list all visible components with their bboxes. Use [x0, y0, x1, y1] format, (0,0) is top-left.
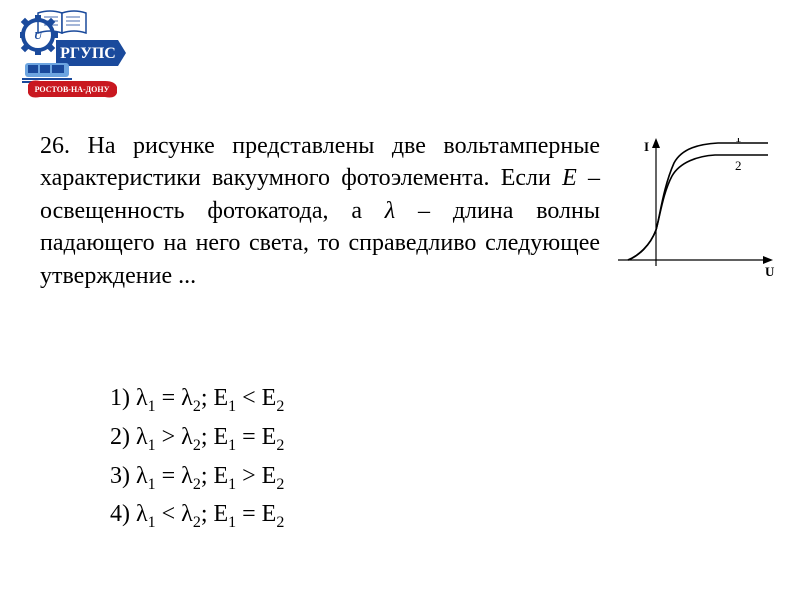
answer-option-2: 2) λ1 > λ2; E1 = E2: [110, 419, 610, 458]
svg-text:РГУПС: РГУПС: [60, 45, 116, 62]
answer-option-4: 4) λ1 < λ2; E1 = E2: [110, 496, 610, 535]
problem-text: 26. На рисунке представлены две вольтамп…: [40, 130, 600, 292]
curve-2: [628, 155, 768, 260]
problem-variable-e: E: [562, 165, 577, 191]
svg-text:U: U: [34, 30, 43, 42]
svg-text:РОСТОВ-НА-ДОНУ: РОСТОВ-НА-ДОНУ: [35, 85, 110, 94]
problem-variable-lambda: λ: [385, 198, 395, 224]
y-axis-arrow: [652, 138, 660, 148]
answer-option-3: 3) λ1 = λ2; E1 > E2: [110, 458, 610, 497]
problem-statement: 26. На рисунке представлены две вольтамп…: [40, 130, 600, 292]
problem-text-part1: На рисунке представлены две вольтамперны…: [40, 133, 600, 191]
answer-option-1: 1) λ1 = λ2; E1 < E2: [110, 380, 610, 419]
iv-characteristic-chart: I U 1 2: [610, 138, 775, 283]
curve-1-label: 1: [735, 138, 742, 145]
x-axis-arrow: [763, 256, 773, 264]
problem-number: 26.: [40, 133, 70, 159]
x-axis-label: U: [765, 264, 775, 279]
university-logo: U РГУПС РОСТОВ-НА-ДОНУ: [20, 5, 130, 105]
answer-options: 1) λ1 = λ2; E1 < E2 2) λ1 > λ2; E1 = E2 …: [110, 380, 610, 535]
curve-2-label: 2: [735, 158, 742, 173]
y-axis-label: I: [644, 139, 649, 154]
